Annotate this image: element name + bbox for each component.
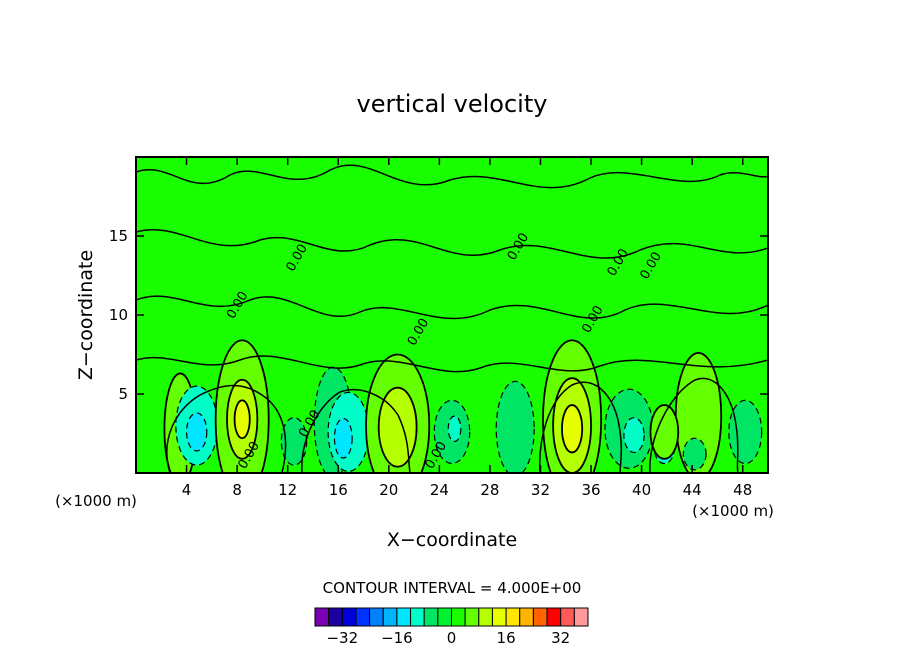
contour-cell <box>233 399 251 440</box>
colorbar-swatch <box>519 607 534 627</box>
colorbar-swatch <box>532 607 548 627</box>
x-tick-label: 24 <box>430 481 449 499</box>
x-axis: 4 8 12 16 20 24 28 32 36 40 44 48 <box>182 157 752 499</box>
colorbar-swatch <box>451 607 466 627</box>
colorbar-swatch <box>314 607 330 627</box>
contour-line <box>166 384 287 473</box>
colorbar-swatch <box>423 607 439 627</box>
plot-area: 0.000.000.000.000.000.000.000.00 0.000.00 <box>135 156 769 474</box>
contour-cell <box>333 417 353 459</box>
colorbar-swatch <box>573 607 589 627</box>
x-tick-label: 32 <box>531 481 550 499</box>
z-unit-label: (×1000 m) <box>55 492 137 510</box>
y-axis: 5 10 15 <box>109 227 768 403</box>
x-tick-label: 16 <box>329 481 348 499</box>
contour-cell <box>649 404 680 460</box>
contour-line <box>136 228 768 259</box>
colorbar-swatch <box>396 607 412 627</box>
colorbar-swatch <box>546 607 562 627</box>
colorbar-swatch <box>328 607 343 627</box>
colorbar-tick-label: 16 <box>497 629 516 647</box>
contour-cell <box>561 404 584 454</box>
colorbar-swatch <box>437 607 453 627</box>
colorbar-tick-label: −32 <box>326 629 358 647</box>
y-tick-label: 15 <box>109 227 128 245</box>
x-tick-label: 48 <box>733 481 752 499</box>
y-tick-label: 10 <box>109 306 128 324</box>
colorbar-tick-label: −16 <box>381 629 413 647</box>
colorbar-swatch <box>341 607 357 627</box>
contour-line <box>649 377 739 473</box>
x-axis-label: X−coordinate <box>387 529 517 551</box>
contour-cell <box>495 380 535 473</box>
colorbar-swatch <box>464 607 480 627</box>
contour-line <box>539 381 623 473</box>
contour-lines <box>136 164 768 473</box>
colorbar: −32 −16 0 16 32 <box>314 607 589 647</box>
colorbar-swatch <box>382 607 398 627</box>
contour-line <box>136 355 768 373</box>
contour-line <box>301 389 411 473</box>
x-tick-label: 4 <box>182 481 192 499</box>
x-tick-label: 44 <box>683 481 702 499</box>
x-tick-label: 12 <box>278 481 297 499</box>
contour-line <box>136 164 768 189</box>
colorbar-swatch <box>355 607 371 627</box>
colorbar-swatch <box>478 607 493 627</box>
x-tick-label: 8 <box>232 481 242 499</box>
colorbar-swatch <box>410 607 425 627</box>
contour-cell <box>623 417 645 454</box>
colorbar-swatch <box>560 607 575 627</box>
colorbar-swatch <box>369 607 384 627</box>
x-unit-label: (×1000 m) <box>692 502 774 520</box>
colorbar-swatch <box>491 607 507 627</box>
chart-title: vertical velocity <box>357 90 548 118</box>
colorbar-tick-label: 32 <box>551 629 570 647</box>
x-tick-label: 28 <box>480 481 499 499</box>
contour-cell <box>280 417 308 466</box>
y-axis-label: Z−coordinate <box>75 250 97 380</box>
x-tick-label: 36 <box>581 481 600 499</box>
contour-fills <box>163 339 763 473</box>
contour-cell <box>682 437 707 471</box>
contour-line <box>136 295 768 320</box>
contour-interval-text: CONTOUR INTERVAL = 4.000E+00 <box>323 579 582 597</box>
x-tick-label: 20 <box>379 481 398 499</box>
y-tick-label: 5 <box>118 385 128 403</box>
contour-cell <box>447 415 462 442</box>
colorbar-tick-label: 0 <box>447 629 457 647</box>
contour-cell <box>728 399 763 465</box>
contour-cell <box>185 412 208 452</box>
x-tick-label: 40 <box>632 481 651 499</box>
colorbar-swatch <box>505 607 521 627</box>
